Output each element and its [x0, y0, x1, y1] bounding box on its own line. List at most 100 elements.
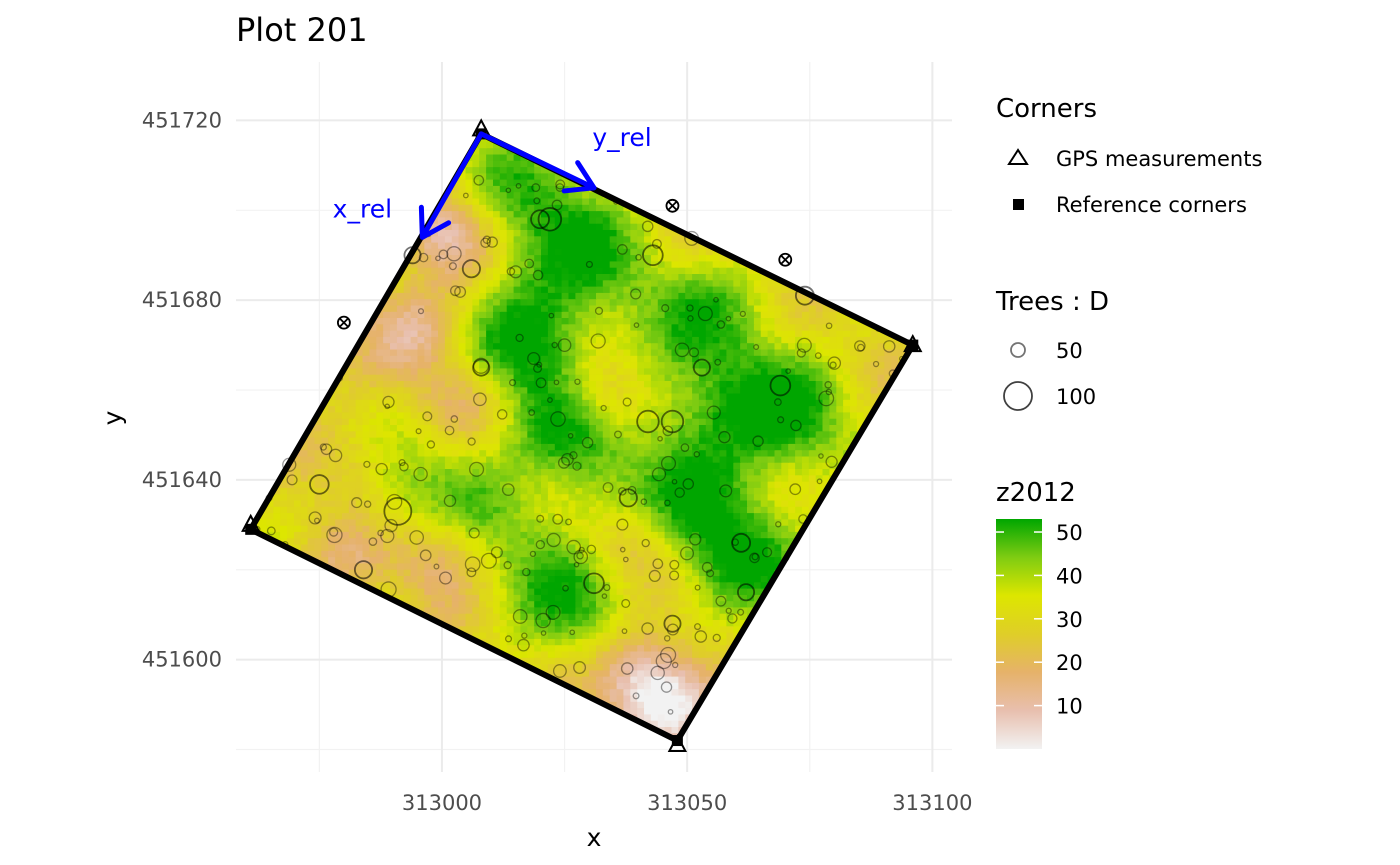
- raster-cell: [527, 506, 535, 514]
- raster-cell: [568, 430, 577, 438]
- raster-cell: [547, 493, 556, 501]
- raster-cell: [664, 342, 673, 350]
- raster-cell: [486, 600, 494, 608]
- raster-cell: [266, 550, 275, 558]
- raster-cell: [740, 543, 748, 551]
- raster-cell: [486, 612, 494, 620]
- raster-cell: [506, 600, 515, 608]
- raster-cell: [341, 455, 350, 463]
- raster-cell: [513, 619, 522, 627]
- raster-cell: [781, 329, 789, 337]
- raster-cell: [499, 631, 508, 639]
- raster-cell: [383, 480, 391, 488]
- raster-cell: [589, 581, 597, 589]
- raster-cell: [499, 361, 508, 369]
- raster-cell: [444, 562, 453, 570]
- raster-cell: [314, 512, 323, 520]
- raster-cell: [575, 405, 584, 413]
- raster-cell: [760, 543, 769, 551]
- raster-cell: [767, 304, 776, 312]
- raster-cell: [513, 587, 522, 595]
- raster-cell: [644, 688, 652, 696]
- raster-cell: [616, 581, 625, 589]
- raster-cell: [747, 487, 755, 495]
- raster-cell: [589, 512, 597, 520]
- raster-cell: [781, 537, 789, 545]
- raster-cell: [589, 531, 597, 539]
- raster-cell: [644, 499, 652, 507]
- raster-cell: [843, 411, 851, 419]
- raster-cell: [788, 537, 796, 545]
- raster-cell: [465, 361, 474, 369]
- raster-cell: [712, 279, 721, 287]
- raster-cell: [582, 487, 590, 495]
- raster-cell: [527, 273, 535, 281]
- raster-cell: [781, 512, 789, 520]
- raster-cell: [644, 367, 652, 375]
- raster-cell: [355, 323, 364, 331]
- raster-cell: [705, 405, 714, 413]
- raster-cell: [664, 499, 673, 507]
- raster-cell: [513, 606, 522, 614]
- raster-cell: [644, 342, 652, 350]
- raster-cell: [499, 518, 508, 526]
- raster-cell: [705, 292, 714, 300]
- raster-cell: [692, 336, 700, 344]
- raster-cell: [678, 575, 687, 583]
- raster-cell: [760, 612, 769, 620]
- raster-cell: [513, 310, 522, 318]
- raster-cell: [554, 644, 563, 652]
- raster-cell: [596, 424, 604, 432]
- raster-cell: [493, 487, 501, 495]
- raster-cell: [369, 518, 378, 526]
- raster-cell: [444, 292, 453, 300]
- raster-cell: [499, 531, 508, 539]
- raster-cell: [602, 550, 611, 558]
- raster-cell: [815, 417, 824, 425]
- raster-cell: [513, 638, 522, 646]
- raster-cell: [795, 329, 803, 337]
- raster-cell: [698, 292, 707, 300]
- raster-cell: [417, 480, 426, 488]
- raster-cell: [376, 474, 384, 482]
- raster-cell: [664, 550, 673, 558]
- raster-cell: [554, 663, 563, 671]
- raster-cell: [822, 512, 831, 520]
- raster-cell: [740, 638, 748, 646]
- raster-cell: [568, 480, 577, 488]
- raster-cell: [596, 631, 604, 639]
- raster-cell: [795, 550, 803, 558]
- raster-cell: [589, 342, 597, 350]
- raster-cell: [815, 468, 824, 476]
- raster-cell: [348, 461, 357, 469]
- raster-cell: [534, 468, 542, 476]
- raster-cell: [479, 556, 487, 564]
- raster-cell: [740, 619, 748, 627]
- raster-cell: [774, 430, 783, 438]
- raster-cell: [444, 455, 453, 463]
- raster-cell: [596, 480, 604, 488]
- raster-cell: [328, 543, 336, 551]
- raster-cell: [355, 556, 364, 564]
- raster-cell: [788, 392, 796, 400]
- raster-cell: [630, 380, 638, 388]
- raster-cell: [596, 688, 604, 696]
- raster-cell: [774, 461, 783, 469]
- raster-cell: [403, 411, 412, 419]
- raster-cell: [589, 273, 597, 281]
- raster-cell: [644, 493, 652, 501]
- raster-cell: [801, 455, 810, 463]
- raster-cell: [561, 386, 570, 394]
- raster-cell: [582, 594, 590, 602]
- raster-cell: [589, 399, 597, 407]
- raster-cell: [630, 480, 638, 488]
- raster-cell: [705, 449, 714, 457]
- raster-cell: [650, 405, 659, 413]
- raster-cell: [664, 543, 673, 551]
- raster-cell: [685, 342, 693, 350]
- raster-cell: [801, 392, 810, 400]
- raster-cell: [396, 562, 405, 570]
- raster-cell: [431, 373, 439, 381]
- raster-cell: [609, 386, 618, 394]
- raster-cell: [712, 562, 721, 570]
